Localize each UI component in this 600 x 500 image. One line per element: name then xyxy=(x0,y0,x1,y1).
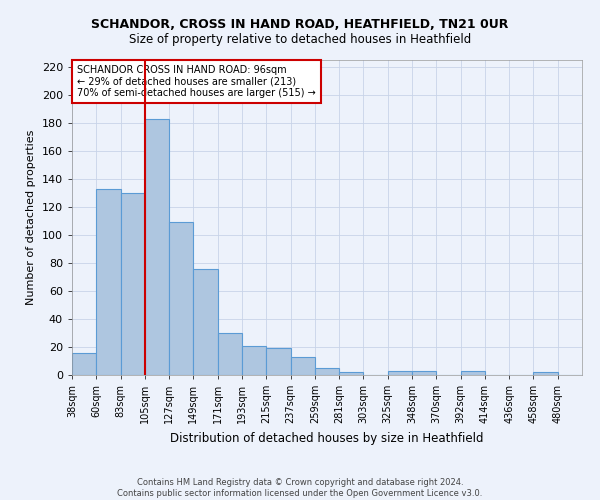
Bar xyxy=(96,189,121,375)
Bar xyxy=(72,352,96,375)
Bar xyxy=(121,193,145,375)
Y-axis label: Number of detached properties: Number of detached properties xyxy=(26,130,36,305)
Bar xyxy=(533,372,558,375)
Text: Contains HM Land Registry data © Crown copyright and database right 2024.
Contai: Contains HM Land Registry data © Crown c… xyxy=(118,478,482,498)
Text: SCHANDOR CROSS IN HAND ROAD: 96sqm
← 29% of detached houses are smaller (213)
70: SCHANDOR CROSS IN HAND ROAD: 96sqm ← 29%… xyxy=(77,64,316,98)
Bar xyxy=(461,371,485,375)
Text: SCHANDOR, CROSS IN HAND ROAD, HEATHFIELD, TN21 0UR: SCHANDOR, CROSS IN HAND ROAD, HEATHFIELD… xyxy=(91,18,509,30)
Bar xyxy=(266,348,290,375)
Bar xyxy=(145,119,169,375)
Bar xyxy=(412,371,436,375)
Bar xyxy=(339,372,364,375)
Bar xyxy=(218,333,242,375)
Bar xyxy=(242,346,266,375)
Text: Size of property relative to detached houses in Heathfield: Size of property relative to detached ho… xyxy=(129,32,471,46)
Bar xyxy=(169,222,193,375)
Bar xyxy=(193,268,218,375)
Bar xyxy=(290,357,315,375)
Bar xyxy=(388,371,412,375)
X-axis label: Distribution of detached houses by size in Heathfield: Distribution of detached houses by size … xyxy=(170,432,484,444)
Bar xyxy=(315,368,339,375)
